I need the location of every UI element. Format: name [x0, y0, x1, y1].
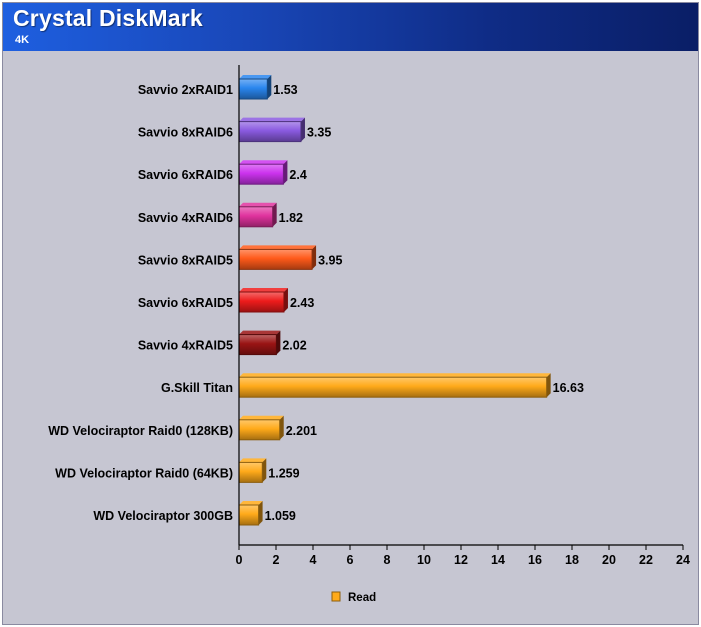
- bar-top: [239, 288, 288, 292]
- x-tick-label: 22: [639, 553, 653, 567]
- category-label: Savvio 4xRAID6: [138, 211, 233, 225]
- x-tick-label: 6: [347, 553, 354, 567]
- data-label: 1.82: [279, 211, 303, 225]
- bar-side: [276, 330, 281, 355]
- bar-top: [239, 160, 288, 165]
- data-label: 3.95: [318, 253, 342, 267]
- x-tick-label: 18: [565, 553, 579, 567]
- chart-subtitle: 4K: [15, 34, 30, 46]
- bar-side: [267, 75, 272, 99]
- bar: [238, 419, 281, 441]
- data-label: 1.259: [268, 466, 299, 480]
- category-label: Savvio 2xRAID1: [138, 83, 233, 97]
- bar: [238, 121, 302, 143]
- bar: [238, 206, 274, 228]
- bar-top: [239, 415, 284, 420]
- chart-title: Crystal DiskMark: [13, 5, 203, 31]
- bar: [238, 163, 284, 185]
- legend-swatch: [331, 591, 341, 602]
- x-tick-label: 0: [236, 553, 243, 567]
- x-tick-label: 10: [417, 553, 431, 567]
- category-label: WD Velociraptor Raid0 (128KB): [48, 424, 233, 438]
- data-label: 2.4: [289, 168, 306, 182]
- x-tick-label: 20: [602, 553, 616, 567]
- bar-side: [283, 160, 288, 185]
- bar: [238, 78, 268, 100]
- bar-side: [283, 288, 288, 312]
- x-tick-label: 14: [491, 553, 505, 567]
- data-label: 1.059: [265, 509, 296, 523]
- x-axis: 0 2 4 6 8 10 12 14 16 18 20 22 24: [236, 65, 690, 567]
- bar-top: [239, 75, 272, 79]
- bar: [238, 461, 263, 483]
- bars-layer: Savvio 2xRAID1 1.53 Savvio 8xRAID6 3.35 Savv…: [48, 75, 584, 526]
- x-tick-label: 16: [528, 553, 542, 567]
- data-label: 2.201: [286, 424, 317, 438]
- bar: [238, 248, 313, 270]
- bar-side: [262, 458, 267, 483]
- x-tick-label: 8: [384, 553, 391, 567]
- bar: [238, 291, 285, 313]
- bar-side: [258, 501, 263, 525]
- category-label: Savvio 8xRAID5: [138, 253, 233, 267]
- bar-top: [239, 202, 277, 207]
- bar-side: [546, 373, 551, 398]
- legend-label: Read: [348, 592, 376, 604]
- bar: [238, 334, 277, 356]
- legend: Read: [331, 591, 376, 604]
- bar-side: [272, 202, 277, 227]
- bar-side: [279, 415, 284, 440]
- bar-top: [239, 245, 317, 250]
- bar-top: [239, 117, 305, 122]
- bar-top: [239, 373, 551, 378]
- data-label: 16.63: [553, 381, 584, 395]
- data-label: 3.35: [307, 126, 331, 140]
- x-tick-label: 2: [273, 553, 280, 567]
- data-label: 2.02: [282, 339, 306, 353]
- x-tick-label: 24: [676, 553, 690, 567]
- x-tick-label: 4: [310, 553, 317, 567]
- category-label: Savvio 4xRAID5: [138, 339, 233, 353]
- data-label: 2.43: [290, 296, 314, 310]
- bar: [238, 504, 260, 526]
- chart-header: Crystal DiskMark 4K: [3, 3, 698, 51]
- category-label: G.Skill Titan: [161, 381, 233, 395]
- bar-side: [312, 245, 317, 270]
- bar: [238, 376, 548, 398]
- category-label: WD Velociraptor 300GB: [93, 509, 233, 523]
- bar-top: [239, 330, 281, 335]
- bar-chart: Savvio 2xRAID1 1.53 Savvio 8xRAID6 3.35 Savv…: [48, 65, 690, 604]
- category-label: Savvio 8xRAID6: [138, 126, 233, 140]
- bar-top: [239, 501, 263, 505]
- x-tick-label: 12: [454, 553, 468, 567]
- data-label: 1.53: [273, 83, 297, 97]
- bar-top: [239, 458, 267, 463]
- category-label: WD Velociraptor Raid0 (64KB): [55, 466, 233, 480]
- bar-side: [300, 117, 305, 142]
- category-label: Savvio 6xRAID6: [138, 168, 233, 182]
- category-label: Savvio 6xRAID5: [138, 296, 233, 310]
